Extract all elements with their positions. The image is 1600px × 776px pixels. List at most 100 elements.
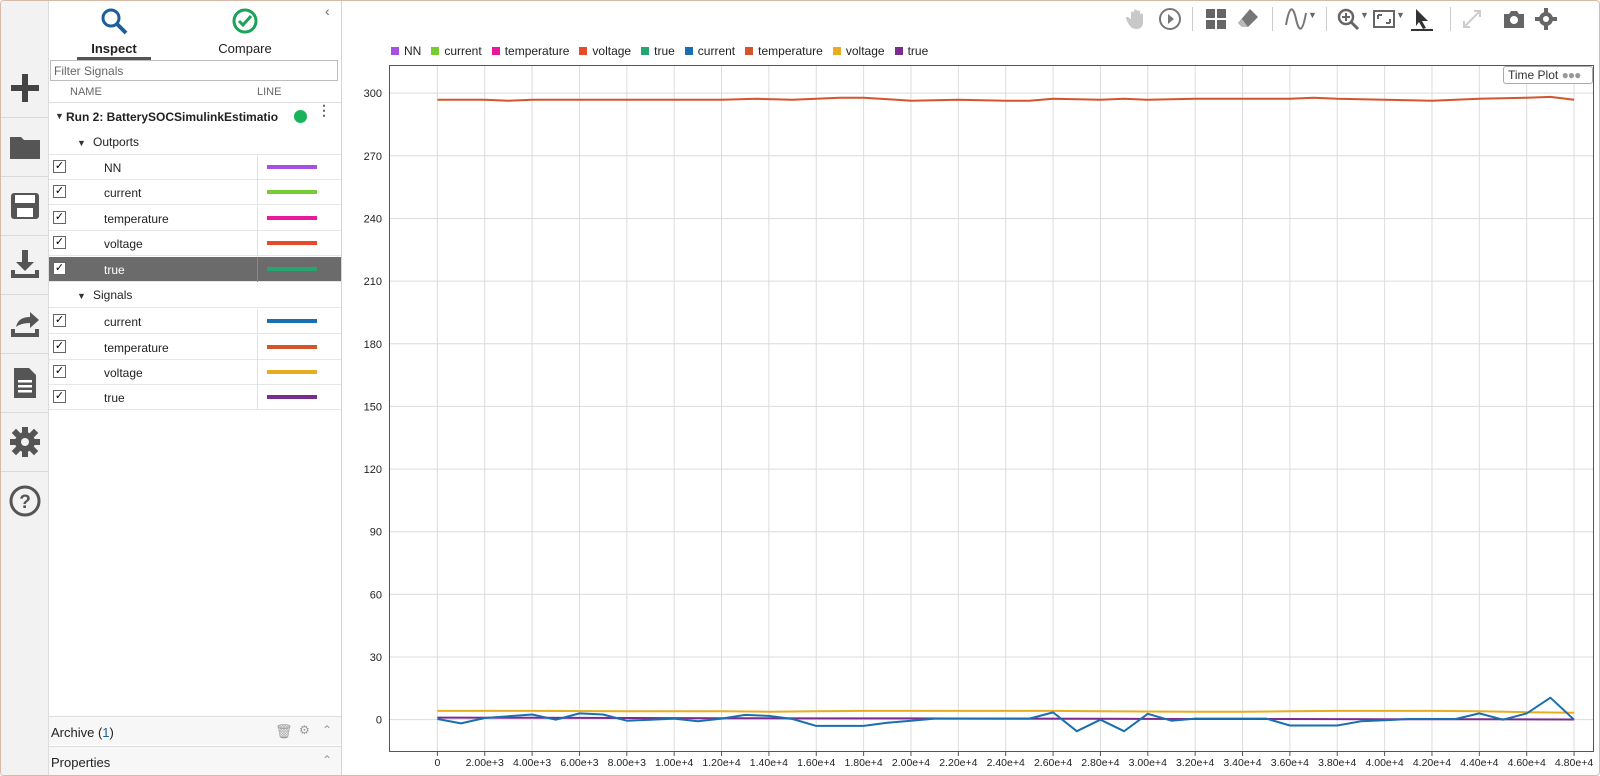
erase-icon[interactable]	[1236, 7, 1260, 31]
legend-item[interactable]: current	[431, 43, 482, 59]
save-icon[interactable]	[1, 177, 48, 236]
x-tick-label: 4.60e+4	[1508, 757, 1546, 769]
legend-item[interactable]: true	[894, 43, 928, 59]
zoom-icon[interactable]	[1336, 7, 1360, 31]
signal-row-voltage[interactable]: ✓ voltage	[49, 360, 341, 385]
fit-icon[interactable]	[1372, 7, 1396, 31]
signal-row-temperature[interactable]: ✓ temperature	[49, 206, 341, 231]
x-tick-label: 1.60e+4	[797, 757, 835, 769]
archive-label: Archive (1)	[51, 725, 114, 740]
line-swatch[interactable]	[267, 370, 317, 374]
line-swatch[interactable]	[267, 267, 317, 271]
signal-checkbox[interactable]: ✓	[53, 340, 66, 353]
gear-icon[interactable]: ⚙	[299, 723, 310, 737]
x-tick-label: 2.80e+4	[1081, 757, 1119, 769]
signal-row-true[interactable]: ✓ true	[49, 385, 341, 410]
add-icon[interactable]	[1, 59, 48, 118]
signal-checkbox[interactable]: ✓	[53, 314, 66, 327]
time-plot-badge[interactable]: Time Plot ●●●	[1503, 66, 1593, 84]
download-icon[interactable]	[1, 236, 48, 295]
signal-row-nn[interactable]: ✓ NN	[49, 155, 341, 180]
chevron-up-icon[interactable]: ⌃	[322, 753, 333, 767]
line-swatch[interactable]	[267, 241, 317, 245]
caret-down-icon[interactable]: ▼	[77, 291, 86, 301]
signal-checkbox[interactable]: ✓	[53, 160, 66, 173]
pan-icon[interactable]	[1124, 7, 1148, 31]
y-tick-label: 210	[364, 276, 382, 288]
legend-item[interactable]: voltage	[579, 43, 631, 59]
chevron-down-icon[interactable]: ▼	[1360, 10, 1369, 20]
folder-icon[interactable]	[1, 118, 48, 177]
layout-icon[interactable]	[1204, 7, 1228, 31]
line-swatch[interactable]	[267, 165, 317, 169]
signal-checkbox[interactable]: ✓	[53, 185, 66, 198]
report-icon[interactable]	[1, 354, 48, 413]
signal-checkbox[interactable]: ✓	[53, 262, 66, 275]
signal-name: temperature	[104, 341, 169, 355]
trash-icon[interactable]: 🗑	[275, 723, 293, 739]
column-line: LINE	[257, 86, 282, 98]
plot-area[interactable]	[389, 65, 1594, 752]
more-options-icon[interactable]: ●●●	[1561, 68, 1582, 82]
x-tick-label: 4.00e+3	[513, 757, 551, 769]
line-swatch[interactable]	[267, 216, 317, 220]
y-tick-label: 60	[370, 589, 382, 601]
help-icon[interactable]: ?	[1, 472, 48, 530]
gear-icon[interactable]	[1534, 7, 1558, 31]
column-name: NAME	[70, 86, 102, 98]
signal-checkbox[interactable]: ✓	[53, 236, 66, 249]
tab-inspect[interactable]: Inspect	[49, 5, 179, 60]
legend-item[interactable]: temperature	[491, 43, 569, 59]
run-row[interactable]: ▼ Run 2: BatterySOCSimulinkEstimatio ⋮	[49, 103, 341, 130]
legend-item[interactable]: temperature	[745, 43, 823, 59]
line-swatch[interactable]	[267, 345, 317, 349]
caret-down-icon[interactable]: ▼	[77, 138, 86, 148]
series-line-current[interactable]	[437, 696, 1575, 733]
signal-row-current[interactable]: ✓ current	[49, 180, 341, 205]
snapshot-icon[interactable]	[1502, 7, 1526, 31]
signal-name: NN	[104, 161, 122, 175]
properties-section[interactable]: Properties ⌃	[49, 746, 341, 775]
legend-item[interactable]: true	[641, 43, 675, 59]
series-line-voltage[interactable]	[437, 709, 1575, 714]
group-outports[interactable]: ▼ Outports	[49, 130, 341, 155]
tab-compare[interactable]: Compare	[180, 5, 310, 59]
archive-count: 1	[102, 725, 110, 740]
signal-row-temperature[interactable]: ✓ temperature	[49, 335, 341, 360]
time-plot-label: Time Plot	[1508, 68, 1559, 82]
collapse-panel-icon[interactable]: ‹	[325, 3, 330, 19]
y-tick-label: 300	[364, 88, 382, 100]
expand-icon[interactable]	[1460, 7, 1484, 31]
cursor-icon[interactable]	[1410, 7, 1434, 31]
line-swatch[interactable]	[267, 395, 317, 399]
settings-icon[interactable]	[1, 413, 48, 472]
group-signals[interactable]: ▼ Signals	[49, 283, 341, 308]
chevron-down-icon[interactable]: ▼	[1308, 10, 1317, 20]
signal-row-voltage[interactable]: ✓ voltage	[49, 231, 341, 256]
series-line-temperature[interactable]	[437, 95, 1575, 102]
run-status-icon	[294, 110, 307, 123]
legend-item[interactable]: NN	[391, 43, 421, 59]
signal-icon[interactable]	[1284, 7, 1308, 31]
legend-item[interactable]: current	[684, 43, 735, 59]
signal-checkbox[interactable]: ✓	[53, 390, 66, 403]
archive-section[interactable]: Archive (1) 🗑 ⚙ ⌃	[49, 716, 341, 745]
chevron-up-icon[interactable]: ⌃	[322, 723, 333, 737]
legend-item[interactable]: voltage	[832, 43, 885, 59]
signal-checkbox[interactable]: ✓	[53, 211, 66, 224]
line-swatch[interactable]	[267, 319, 317, 323]
signal-row-current[interactable]: ✓ current	[49, 309, 341, 334]
plot-legend: NN current temperature voltage true curr…	[391, 43, 938, 59]
x-tick-label: 3.40e+4	[1223, 757, 1261, 769]
caret-down-icon[interactable]: ▼	[55, 111, 64, 121]
signal-checkbox[interactable]: ✓	[53, 365, 66, 378]
x-tick-label: 8.00e+3	[608, 757, 646, 769]
y-tick-label: 0	[376, 715, 382, 727]
filter-signals-input[interactable]	[50, 60, 338, 81]
signal-row-true-selected[interactable]: ✓ true	[49, 257, 341, 282]
line-swatch[interactable]	[267, 190, 317, 194]
share-icon[interactable]	[1, 295, 48, 354]
play-icon[interactable]	[1158, 7, 1182, 31]
chevron-down-icon[interactable]: ▼	[1396, 10, 1405, 20]
